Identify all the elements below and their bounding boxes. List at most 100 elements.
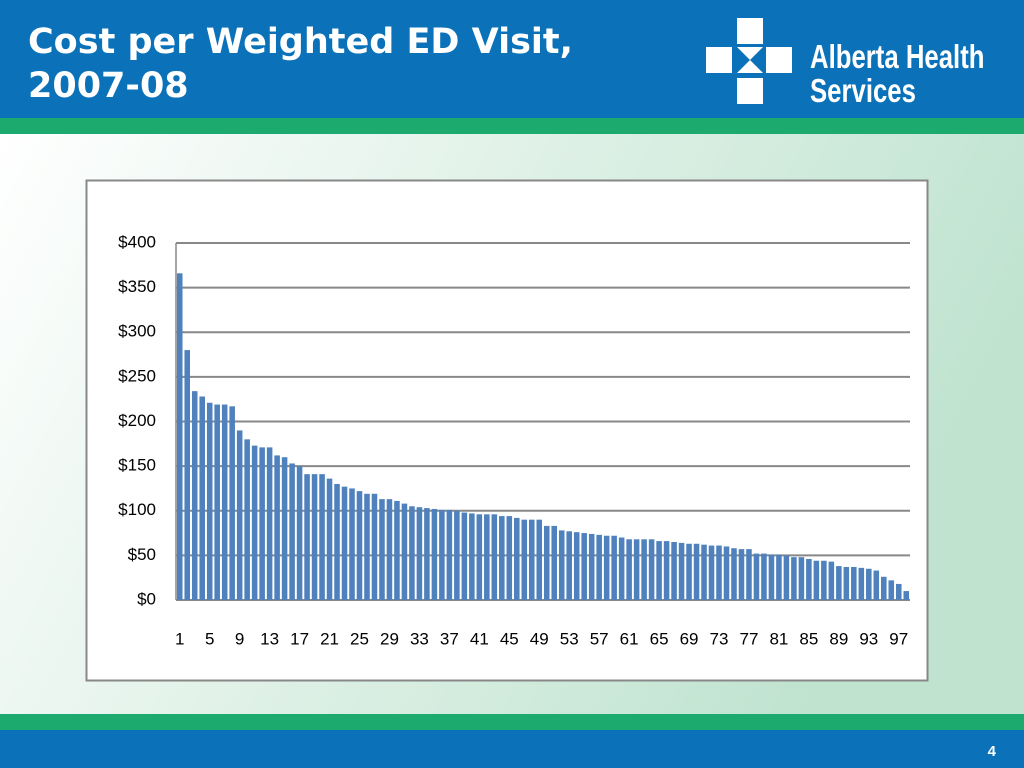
bar <box>364 493 370 600</box>
bar <box>446 509 453 600</box>
bar <box>266 447 273 600</box>
bar <box>274 455 280 600</box>
bar <box>558 530 565 600</box>
bar <box>514 517 520 600</box>
x-tick-label: 73 <box>710 629 729 648</box>
bar <box>866 568 872 600</box>
y-tick-label: $400 <box>118 232 156 251</box>
logo-text: Alberta Health Services <box>810 38 985 109</box>
bar <box>296 466 303 600</box>
bar <box>641 539 647 600</box>
bar <box>259 447 265 600</box>
bar <box>776 554 782 600</box>
bar <box>371 493 378 600</box>
bar <box>184 350 191 600</box>
y-tick-label: $300 <box>118 322 156 341</box>
x-tick-label: 37 <box>440 629 459 648</box>
y-tick-label: $250 <box>118 366 156 385</box>
bar <box>671 541 677 600</box>
bar <box>311 474 318 600</box>
bar <box>843 566 850 600</box>
bar <box>603 535 610 600</box>
bar <box>596 534 602 600</box>
bar <box>618 537 625 600</box>
bar <box>251 445 258 600</box>
bar <box>566 531 572 600</box>
x-tick-label: 45 <box>500 629 519 648</box>
x-tick-label: 29 <box>380 629 399 648</box>
bar <box>528 519 535 600</box>
bar <box>416 507 423 600</box>
slide-title: Cost per Weighted ED Visit, 2007-08 <box>28 22 573 106</box>
bar <box>334 483 340 600</box>
bar <box>236 430 243 600</box>
y-tick-label: $350 <box>118 277 156 296</box>
bar <box>633 539 640 600</box>
x-tick-label: 25 <box>350 629 369 648</box>
bar <box>686 543 692 600</box>
bar <box>768 554 775 600</box>
bar <box>543 525 550 600</box>
bar <box>551 525 558 600</box>
bar <box>401 503 408 600</box>
bar <box>798 557 805 600</box>
bar <box>206 402 213 600</box>
header-bar <box>0 0 1024 118</box>
bar <box>588 533 595 600</box>
x-tick-label: 77 <box>740 629 759 648</box>
bar <box>663 541 670 600</box>
y-tick-label: $100 <box>118 500 156 519</box>
logo-mark <box>706 18 792 104</box>
bar <box>746 549 752 600</box>
bar <box>716 545 722 600</box>
bar <box>229 406 235 600</box>
x-tick-label: 61 <box>620 629 639 648</box>
bar <box>379 499 385 600</box>
bar <box>491 514 498 600</box>
x-tick-label: 89 <box>829 629 848 648</box>
bar <box>304 474 310 600</box>
x-tick-label: 81 <box>769 629 788 648</box>
bar <box>881 576 887 600</box>
bar <box>424 508 430 600</box>
bar <box>439 509 445 600</box>
bar <box>783 555 790 600</box>
y-tick-label: $0 <box>137 589 156 608</box>
x-tick-label: 57 <box>590 629 609 648</box>
bar <box>648 539 655 600</box>
bar <box>506 516 513 600</box>
bar <box>723 546 730 600</box>
bar <box>738 549 745 600</box>
x-tick-label: 69 <box>680 629 699 648</box>
bar <box>836 566 842 600</box>
bar <box>191 391 198 600</box>
x-tick-label: 21 <box>320 629 339 648</box>
bar <box>214 404 220 600</box>
x-tick-label: 13 <box>260 629 279 648</box>
bar <box>611 535 617 600</box>
bar <box>873 570 880 600</box>
y-tick-label: $200 <box>118 411 156 430</box>
bar <box>701 544 707 600</box>
bar <box>753 553 760 600</box>
x-tick-label: 9 <box>235 629 244 648</box>
bar <box>573 532 580 600</box>
bar <box>806 558 812 600</box>
bar <box>454 510 460 600</box>
x-tick-label: 5 <box>205 629 214 648</box>
bar <box>626 539 632 600</box>
bar <box>821 560 827 600</box>
bar <box>903 591 910 600</box>
bar <box>678 542 685 600</box>
y-tick-label: $150 <box>118 456 156 475</box>
bar <box>469 513 475 600</box>
bar <box>484 514 490 600</box>
bar <box>349 488 355 600</box>
bar <box>708 545 715 600</box>
bar <box>356 491 363 600</box>
x-tick-label: 33 <box>410 629 429 648</box>
bar <box>319 474 325 600</box>
bar <box>431 508 438 600</box>
bar <box>731 548 737 600</box>
